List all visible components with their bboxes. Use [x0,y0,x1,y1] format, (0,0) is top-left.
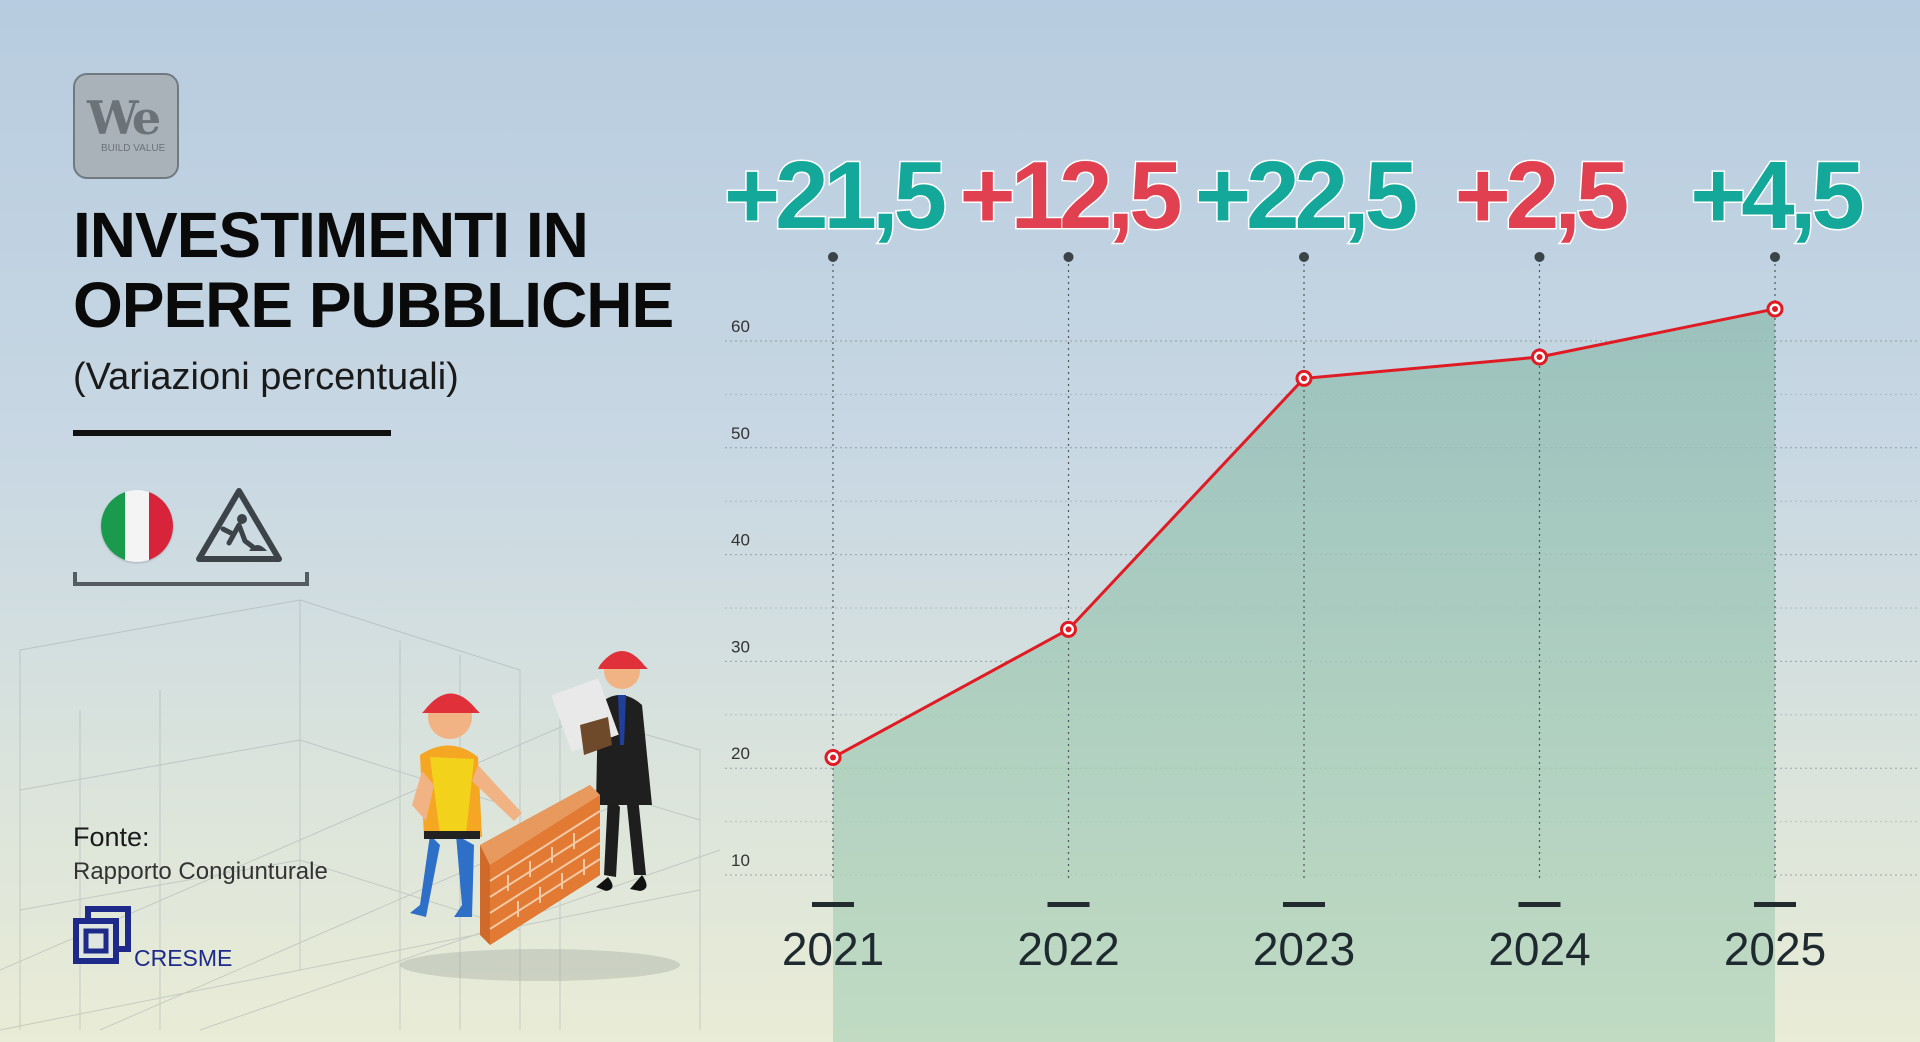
x-tick-mark [1047,902,1090,907]
y-axis-ticks: 10 20 30 40 50 60 [731,317,750,870]
guide-dot [1299,252,1309,262]
x-tick-label: 2025 [1724,923,1826,975]
y-tick-label: 60 [731,317,750,336]
x-tick-mark [1754,902,1796,907]
construction-workers-illustration [400,651,680,981]
delta-label-2025: +4,5 [1690,142,1862,249]
percentage-change-labels: +21,5 +12,5 +22,5 +2,5 +4,5 [723,141,1869,251]
x-tick-label: 2021 [782,923,884,975]
chart-title: INVESTIMENTI IN OPERE PUBBLICHE [73,199,674,341]
guide-dot [828,252,838,262]
logo-subtext: BUILD VALUE [101,143,166,154]
roadworks-sign-icon [196,488,282,562]
x-tick-mark [1283,902,1325,907]
logo-mark: We [87,91,161,145]
data-point-core [1065,626,1072,633]
cresme-wordmark: CRESME [134,945,233,971]
x-tick-label: 2023 [1253,923,1355,975]
y-tick-label: 40 [731,531,750,550]
data-point-core [1772,305,1778,312]
y-tick-label: 20 [731,744,750,763]
source-text: Rapporto Congiunturale [73,858,328,885]
x-tick-label: 2022 [1017,923,1119,975]
cresme-logo-icon [73,906,131,964]
chart-points [824,300,1784,767]
chart-subtitle: (Variazioni percentuali) [73,356,459,398]
data-point-core [1536,354,1543,361]
brick-wall [480,785,601,945]
data-point-core [1301,375,1307,382]
x-tick-mark [812,902,854,907]
delta-label-2024: +2,5 [1455,142,1627,249]
x-tick-mark [1518,902,1561,907]
we-build-value-logo: We BUILD VALUE [73,73,179,179]
source-label: Fonte: [73,822,150,852]
y-tick-label: 50 [731,424,750,443]
x-tick-label: 2024 [1488,923,1590,975]
title-line-2: OPERE PUBBLICHE [73,269,674,341]
data-point-core [830,754,836,761]
guide-dot [1063,252,1074,262]
x-axis-ticks: 2021 2022 2023 2024 2025 [782,902,1826,975]
title-divider [73,430,391,436]
bricklayer-figure [410,693,522,917]
title-line-1: INVESTIMENTI IN [73,199,589,271]
delta-label-2023: +22,5 [1195,142,1416,249]
y-tick-label: 10 [731,851,750,870]
icon-group-bracket [73,572,309,586]
guide-dot [1770,252,1780,262]
y-tick-label: 30 [731,637,750,656]
delta-label-2021: +21,5 [724,142,945,249]
engineer-figure [551,651,652,891]
guide-dot [1534,252,1545,262]
delta-label-2022: +12,5 [960,142,1181,249]
